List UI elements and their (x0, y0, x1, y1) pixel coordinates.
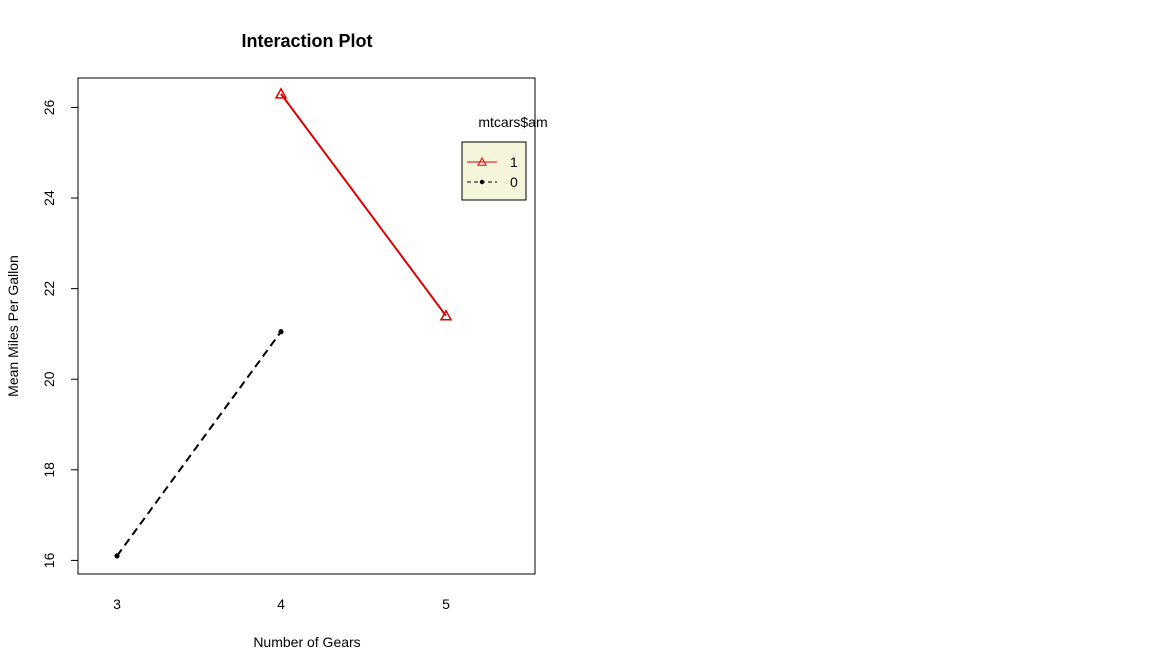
y-tick-label-18: 18 (41, 462, 57, 478)
legend-marker-1 (477, 156, 487, 166)
series-line-1 (280, 93, 447, 317)
x-axis-label: Number of Gears (253, 634, 360, 650)
legend-title: mtcars$am (478, 114, 547, 130)
series-layer (114, 87, 453, 559)
series-line-0 (116, 331, 282, 557)
y-tick-label-26: 26 (41, 99, 57, 115)
data-point-1-4 (274, 87, 288, 99)
x-tick-label-3: 3 (113, 596, 121, 612)
x-tick-label-5: 5 (442, 596, 450, 612)
legend: 10 (461, 141, 527, 201)
y-axis: 16 18 20 22 24 26 (41, 99, 79, 568)
y-tick-label-24: 24 (41, 190, 57, 206)
x-tick-label-4: 4 (277, 596, 285, 612)
legend-label-1: 1 (510, 154, 518, 170)
x-axis: 3 4 5 (113, 596, 450, 612)
y-tick-label-16: 16 (41, 552, 57, 568)
y-tick-label-20: 20 (41, 371, 57, 387)
y-tick-label-22: 22 (41, 281, 57, 297)
legend-marker-0 (479, 179, 485, 185)
legend-box (461, 141, 527, 201)
chart-title: Interaction Plot (241, 31, 372, 51)
data-point-0-4 (278, 329, 284, 335)
y-axis-label: Mean Miles Per Gallon (5, 255, 21, 397)
legend-label-0: 0 (510, 174, 518, 190)
data-point-1-5 (439, 309, 453, 321)
data-point-0-3 (114, 553, 120, 559)
